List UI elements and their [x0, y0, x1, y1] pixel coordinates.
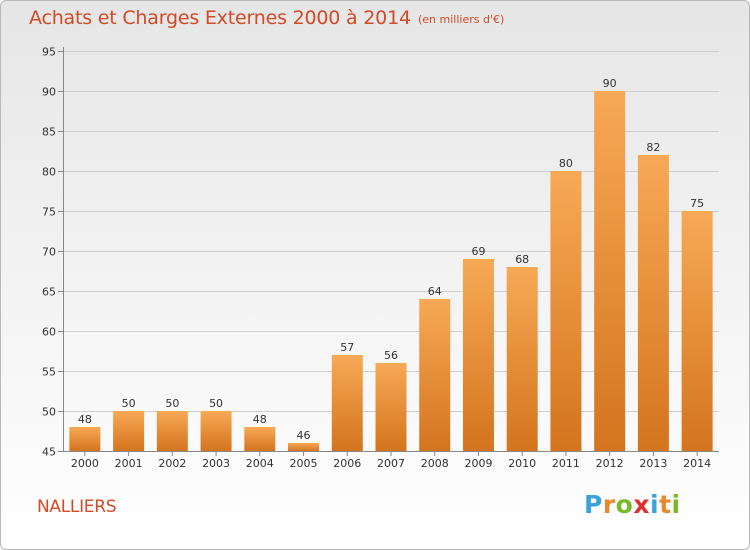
y-tick-label: 50 — [42, 406, 56, 419]
y-tick-label: 95 — [42, 46, 56, 59]
y-tick-label: 45 — [42, 446, 56, 459]
bar-2012 — [594, 91, 626, 451]
bar-value-label: 46 — [297, 429, 311, 442]
bar-2004 — [244, 427, 276, 451]
logo-letter: P — [584, 490, 603, 519]
x-tick-label: 2006 — [333, 457, 361, 470]
bar-value-label: 50 — [122, 397, 136, 410]
bar-2009 — [462, 259, 494, 451]
y-axis: 45 50 55 60 65 70 75 80 85 90 95 — [42, 46, 64, 459]
chart-subtitle: (en milliers d'€) — [418, 13, 505, 26]
bar-2013 — [637, 155, 669, 451]
y-tick-label: 85 — [42, 126, 56, 139]
x-tick-label: 2004 — [246, 457, 274, 470]
y-tick-label: 90 — [42, 86, 56, 99]
bar-2000 — [69, 427, 101, 451]
bar-value-label: 64 — [428, 285, 442, 298]
bar-value-label: 75 — [690, 197, 704, 210]
bar-2001 — [113, 411, 145, 451]
x-tick-label: 2000 — [71, 457, 99, 470]
x-tick-label: 2013 — [639, 457, 667, 470]
y-tick-label: 65 — [42, 286, 56, 299]
bar-value-label: 80 — [559, 157, 573, 170]
x-tick-label: 2007 — [377, 457, 405, 470]
logo-letter: o — [615, 490, 634, 519]
y-tick-label: 80 — [42, 166, 56, 179]
y-tick-label: 70 — [42, 246, 56, 259]
bar-value-label: 90 — [603, 77, 617, 90]
bar-2006 — [331, 355, 363, 451]
bar-value-label: 50 — [165, 397, 179, 410]
logo-letter: r — [602, 490, 616, 519]
x-tick-label: 2005 — [290, 457, 318, 470]
logo-letter: t — [659, 490, 672, 519]
bar-2007 — [375, 363, 407, 451]
bar-2002 — [156, 411, 188, 451]
x-tick-label: 2010 — [508, 457, 536, 470]
logo-letter: i — [671, 490, 681, 519]
x-tick-label: 2003 — [202, 457, 230, 470]
proxiti-logo: Proxiti — [584, 490, 681, 519]
y-tick-label: 60 — [42, 326, 56, 339]
bar-value-label: 50 — [209, 397, 223, 410]
x-tick-label: 2009 — [464, 457, 492, 470]
x-tick-label: 2011 — [552, 457, 580, 470]
x-tick-label: 2012 — [596, 457, 624, 470]
y-tick-label: 55 — [42, 366, 56, 379]
town-name: NALLIERS — [37, 497, 117, 517]
x-tick-label: 2014 — [683, 457, 711, 470]
x-tick-label: 2002 — [158, 457, 186, 470]
bar-value-label: 56 — [384, 349, 398, 362]
bar-2005 — [288, 443, 320, 451]
bar-2010 — [506, 267, 538, 451]
chart-title: Achats et Charges Externes 2000 à 2014 — [29, 7, 411, 29]
bar-value-label: 82 — [646, 141, 660, 154]
bar-value-label: 48 — [253, 413, 267, 426]
y-tick-label: 75 — [42, 206, 56, 219]
bar-2011 — [550, 171, 582, 451]
logo-letter: i — [650, 490, 660, 519]
bars: 48 50 50 50 48 46 57 56 64 69 68 80 90 82 75 — [69, 77, 713, 451]
bar-value-label: 68 — [515, 253, 529, 266]
x-axis: 2000 2001 2002 2003 2004 2005 2006 2007 2008 2009… — [63, 451, 719, 470]
bar-value-label: 48 — [78, 413, 92, 426]
bar-2008 — [419, 299, 451, 451]
logo-letter: x — [633, 490, 650, 519]
x-tick-label: 2008 — [421, 457, 449, 470]
bar-2014 — [681, 211, 713, 451]
bar-value-label: 69 — [471, 245, 485, 258]
x-tick-label: 2001 — [115, 457, 143, 470]
bar-value-label: 57 — [340, 341, 354, 354]
bar-2003 — [200, 411, 232, 451]
